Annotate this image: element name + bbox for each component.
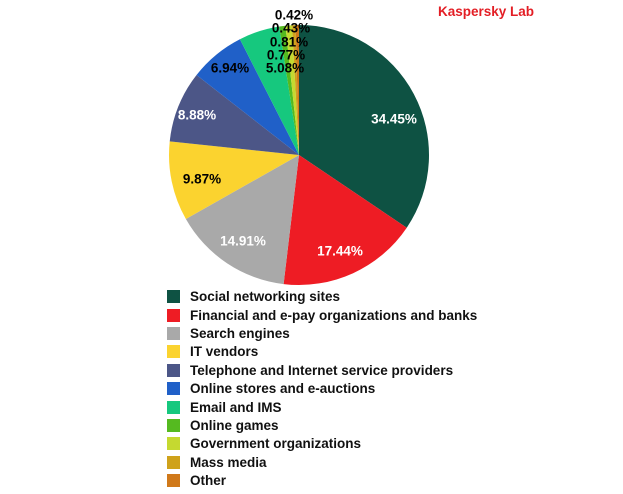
legend-item: Online games (167, 419, 477, 432)
legend-swatch (167, 418, 180, 432)
pie-slice-2 (185, 155, 299, 285)
legend-item: Financial and e-pay organizations and ba… (167, 307, 478, 323)
pie-slice-5 (196, 39, 299, 155)
legend-item-label: Search engines (190, 325, 290, 341)
legend-swatch (167, 400, 180, 414)
legend-swatch (167, 345, 180, 359)
legend-item-label: Email and IMS (190, 399, 282, 415)
pie-slice-1 (283, 155, 407, 285)
legend-item-label: Other (190, 473, 227, 489)
legend-swatch (167, 326, 180, 340)
slice-label-10: 0.42% (275, 8, 313, 23)
legend-swatch (167, 363, 180, 377)
pie-slice-10 (295, 25, 299, 155)
legend-item-label: Mass media (190, 454, 267, 470)
legend-item: Government organizations (167, 436, 477, 452)
legend-item-label: Online games (190, 417, 279, 433)
legend-swatch (167, 474, 180, 488)
slice-label-7: 0.77% (267, 48, 305, 63)
legend-swatch (167, 308, 180, 322)
slice-label-2: 14.91% (220, 234, 266, 249)
pie-slice-7 (279, 25, 299, 156)
legend: Social networking sites Financial and e-p… (167, 290, 477, 487)
legend-item: Email and IMS (167, 399, 477, 415)
pie-slice-8 (285, 25, 299, 155)
slice-label-0: 34.45% (371, 112, 417, 127)
slice-label-4: 8.88% (178, 108, 216, 123)
legend-item: Search engines (167, 327, 477, 340)
legend-item-label: Online stores and e-auctions (190, 381, 376, 397)
legend-item-label: IT vendors (190, 344, 259, 360)
pie-slice-9 (292, 25, 299, 155)
legend-item: Social networking sites (167, 290, 477, 303)
legend-item: Online stores and e-auctions (167, 382, 477, 395)
legend-item-label: Government organizations (190, 436, 362, 452)
pie-slice-3 (169, 141, 299, 220)
legend-swatch (167, 382, 180, 396)
slice-label-6: 5.08% (266, 61, 304, 76)
legend-item: Mass media (167, 454, 477, 470)
pie-slice-4 (169, 75, 299, 155)
legend-swatch (167, 455, 180, 469)
pie-slice-0 (299, 25, 429, 228)
slice-label-1: 17.44% (317, 244, 363, 259)
pie-slice-6 (239, 26, 299, 156)
brand-label: Kaspersky Lab (438, 4, 535, 19)
legend-swatch (167, 437, 180, 451)
legend-item: Telephone and Internet service providers (167, 364, 477, 377)
slice-label-5: 6.94% (211, 61, 249, 76)
legend-swatch (167, 290, 180, 304)
slice-label-8: 0.81% (270, 35, 308, 50)
legend-item-label: Telephone and Internet service providers (190, 362, 454, 378)
legend-item-label: Financial and e-pay organizations and ba… (190, 307, 478, 323)
legend-item: IT vendors (167, 344, 477, 360)
slice-label-9: 0.43% (272, 21, 310, 36)
legend-item: Other (167, 474, 477, 487)
slice-label-3: 9.87% (183, 172, 221, 187)
legend-item-label: Social networking sites (190, 289, 341, 305)
